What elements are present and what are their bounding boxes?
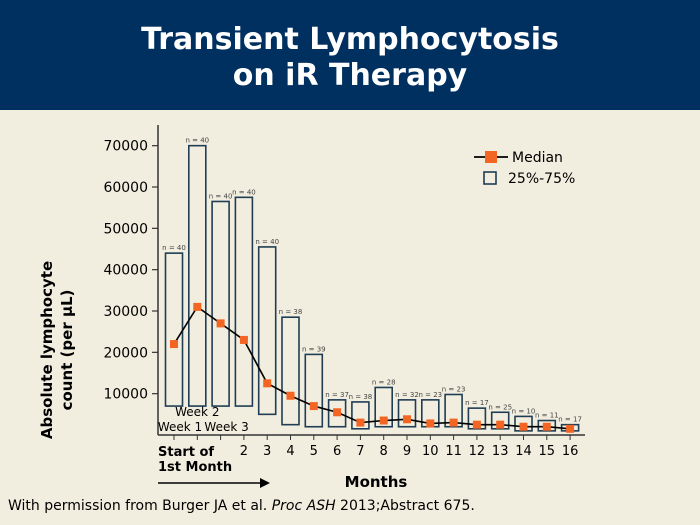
iqr-box (490, 411, 510, 430)
median-marker (333, 408, 342, 417)
citation-journal: Proc ASH (271, 498, 336, 514)
y-tick-label: 20000 (103, 345, 148, 361)
median-marker (170, 340, 178, 349)
median-marker (239, 335, 248, 344)
x-tick-label: 9 (403, 444, 411, 459)
median-marker (356, 418, 365, 427)
n-count-label: n = 25 (488, 403, 512, 411)
n-count-label: n = 40 (209, 192, 233, 200)
iqr-box (164, 252, 184, 407)
x-tick-label: 6 (333, 444, 341, 459)
median-marker (519, 422, 528, 431)
legend-iqr-label: 25%-75% (508, 171, 575, 187)
median-marker (426, 419, 435, 428)
median-marker (566, 424, 575, 433)
n-count-label: n = 23 (418, 391, 442, 399)
n-count-label: n = 40 (185, 137, 209, 145)
median-marker (379, 416, 388, 425)
iqr-box (281, 316, 300, 426)
median-marker (263, 379, 272, 388)
n-count-label: n = 10 (512, 407, 536, 415)
median-marker (309, 402, 318, 411)
iqr-box (374, 386, 394, 428)
x-axis-label: Months (345, 473, 408, 491)
y-tick-label: 50000 (103, 221, 148, 237)
y-axis-label-line-1: Absolute lymphocyte (38, 261, 56, 439)
iqr-box (351, 401, 370, 430)
iqr-box (537, 419, 557, 432)
x-tick-label: 15 (539, 444, 556, 459)
median-marker (472, 420, 481, 429)
x-tick-label: 16 (562, 444, 579, 459)
x-tick-label: 8 (380, 444, 388, 459)
slide-title-line-2: on iR Therapy (232, 58, 468, 93)
n-count-label: n = 40 (162, 244, 186, 252)
legend-median-marker (485, 151, 497, 163)
week-2-label: Week 2 (175, 405, 219, 419)
legend-median-label: Median (512, 150, 563, 166)
n-count-label: n = 39 (302, 345, 326, 353)
n-count-label: n = 40 (232, 188, 256, 196)
median-marker (403, 415, 411, 424)
median-marker (496, 420, 505, 429)
iqr-box (234, 196, 254, 407)
y-tick-label: 30000 (103, 304, 148, 320)
median-marker (216, 319, 225, 328)
source-citation: With permission from Burger JA et al. Pr… (8, 498, 475, 514)
x-tick-label: 14 (515, 444, 532, 459)
citation-suffix: 2013;Abstract 675. (335, 498, 475, 514)
iqr-box (327, 399, 347, 428)
title-banner: Transient Lymphocytosis on iR Therapy (0, 0, 700, 110)
n-count-label: n = 38 (349, 393, 373, 401)
iqr-box (188, 144, 207, 407)
week-3-label: Week 3 (204, 420, 248, 434)
n-count-label: n = 32 (395, 391, 419, 399)
n-count-label: n = 17 (465, 399, 489, 407)
iqr-box (444, 393, 463, 428)
y-axis-label-line-2: count (per µL) (58, 290, 76, 411)
iqr-box (467, 407, 487, 430)
x-tick-label: 2 (240, 444, 248, 459)
y-tick-label: 60000 (103, 180, 148, 196)
median-marker (449, 418, 458, 427)
n-count-label: n = 37 (325, 391, 349, 399)
x-tick-label: 11 (445, 444, 462, 459)
n-count-label: n = 23 (442, 385, 466, 393)
median-marker (193, 302, 202, 311)
iqr-box (211, 200, 230, 407)
iqr-box (514, 415, 533, 432)
median-marker (542, 422, 551, 431)
start-label-line-1: Start of (158, 445, 214, 460)
citation-prefix: With permission from Burger JA et al. (8, 498, 272, 514)
x-tick-label: 13 (492, 444, 509, 459)
n-count-label: n = 28 (372, 378, 396, 386)
legend-iqr-swatch (483, 171, 497, 185)
timeline-arrow-head (260, 478, 270, 488)
n-count-label: n = 11 (535, 412, 559, 420)
lymphocyte-box-chart: 10000 20000 30000 40000 50000 60000 70000 Absol… (38, 125, 585, 491)
start-label-line-2: 1st Month (158, 460, 232, 475)
y-tick-label: 40000 (103, 263, 148, 279)
median-marker (286, 391, 295, 400)
x-tick-label: 7 (356, 444, 364, 459)
iqr-box (257, 246, 277, 416)
x-tick-label: 3 (263, 444, 271, 459)
n-count-label: n = 38 (279, 308, 303, 316)
iqr-box (397, 399, 417, 428)
x-tick-label: 5 (310, 444, 318, 459)
week-1-label: Week 1 (158, 420, 202, 434)
slide-title-line-1: Transient Lymphocytosis (141, 22, 559, 57)
n-count-label: n = 40 (255, 238, 279, 246)
x-tick-label: 12 (469, 444, 486, 459)
x-tick-label: 4 (286, 444, 294, 459)
y-tick-label: 10000 (103, 387, 148, 403)
y-tick-label: 70000 (103, 139, 148, 155)
x-tick-label: 10 (422, 444, 439, 459)
n-count-label: n = 17 (558, 416, 582, 424)
iqr-box (304, 353, 324, 428)
